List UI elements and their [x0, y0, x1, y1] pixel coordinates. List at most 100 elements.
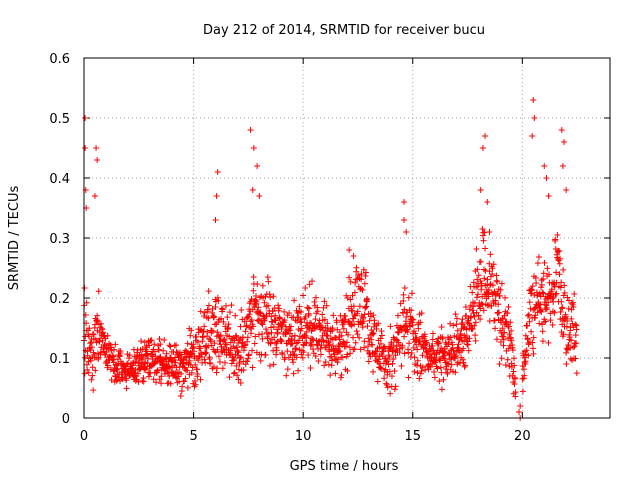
y-tick-label: 0.6: [49, 52, 70, 67]
data-point: [223, 341, 230, 348]
data-point: [201, 323, 208, 330]
data-point: [203, 349, 210, 356]
data-point: [557, 309, 564, 316]
data-point: [265, 302, 272, 309]
data-point: [220, 318, 227, 325]
data-point: [440, 376, 447, 383]
data-point: [154, 367, 161, 374]
data-point: [506, 323, 513, 330]
data-point: [188, 351, 195, 358]
data-point: [466, 306, 473, 313]
data-point: [196, 326, 203, 333]
data-point: [375, 356, 382, 363]
data-point: [83, 361, 90, 368]
data-point: [112, 341, 119, 348]
data-point: [344, 367, 351, 374]
data-point: [473, 294, 480, 301]
data-point: [532, 304, 539, 311]
data-point: [549, 321, 556, 328]
data-point: [265, 330, 272, 337]
data-point: [302, 285, 309, 292]
data-point: [216, 358, 223, 365]
data-point: [505, 345, 512, 352]
data-point: [321, 298, 328, 305]
data-point: [148, 337, 155, 344]
data-point: [414, 357, 421, 364]
data-point: [484, 199, 491, 205]
data-point: [166, 342, 173, 349]
data-point: [300, 292, 307, 299]
data-point: [334, 359, 341, 366]
data-point: [349, 308, 356, 315]
data-point: [409, 322, 416, 329]
data-point: [489, 271, 496, 278]
data-point: [225, 321, 232, 328]
data-point: [178, 370, 185, 377]
data-point: [452, 369, 459, 376]
data-point: [474, 283, 481, 290]
data-point: [276, 305, 283, 312]
data-point: [236, 337, 243, 344]
data-point: [431, 368, 438, 375]
data-point: [508, 337, 515, 344]
data-point: [572, 332, 579, 339]
data-point: [504, 356, 511, 363]
data-point: [372, 348, 379, 355]
data-point: [264, 274, 271, 281]
data-point: [392, 383, 399, 390]
data-point: [269, 308, 276, 315]
data-point: [519, 375, 526, 382]
data-point: [338, 372, 345, 379]
data-point: [88, 339, 95, 346]
data-point: [437, 364, 444, 371]
data-point: [244, 338, 251, 345]
data-point: [414, 346, 421, 353]
data-point: [529, 339, 536, 346]
data-point: [187, 332, 194, 339]
data-point: [246, 311, 253, 318]
data-point: [460, 359, 467, 366]
data-point: [158, 373, 165, 380]
data-point: [564, 318, 571, 325]
data-point: [150, 361, 157, 368]
data-point: [461, 363, 468, 370]
data-point: [254, 281, 261, 288]
data-point: [554, 231, 561, 238]
data-point: [411, 354, 418, 361]
data-point: [540, 270, 547, 277]
data-point: [278, 325, 285, 332]
data-point: [214, 294, 221, 301]
data-point: [362, 304, 369, 311]
data-point: [139, 345, 146, 352]
data-point: [303, 328, 310, 335]
data-point: [305, 312, 312, 319]
data-point: [350, 315, 357, 322]
data-point: [524, 322, 531, 329]
data-point: [204, 329, 211, 336]
data-point: [275, 302, 282, 309]
data-point: [336, 333, 343, 340]
data-point: [284, 348, 291, 355]
data-point: [356, 334, 363, 341]
data-point: [492, 325, 499, 332]
data-point: [460, 325, 467, 332]
data-point: [323, 302, 330, 309]
data-point: [442, 349, 449, 356]
data-point: [113, 367, 120, 374]
data-point: [560, 292, 567, 299]
data-point: [408, 290, 415, 297]
data-point: [318, 342, 325, 349]
data-point: [409, 316, 416, 323]
data-point: [493, 336, 500, 343]
data-point: [572, 321, 579, 328]
data-point: [486, 229, 493, 235]
data-point: [497, 286, 504, 293]
data-point: [391, 367, 398, 374]
data-point: [501, 329, 508, 336]
data-point: [552, 291, 559, 298]
data-point: [490, 261, 497, 268]
data-point: [433, 350, 440, 357]
data-point: [413, 334, 420, 341]
data-point: [270, 293, 277, 300]
data-point: [205, 315, 212, 322]
